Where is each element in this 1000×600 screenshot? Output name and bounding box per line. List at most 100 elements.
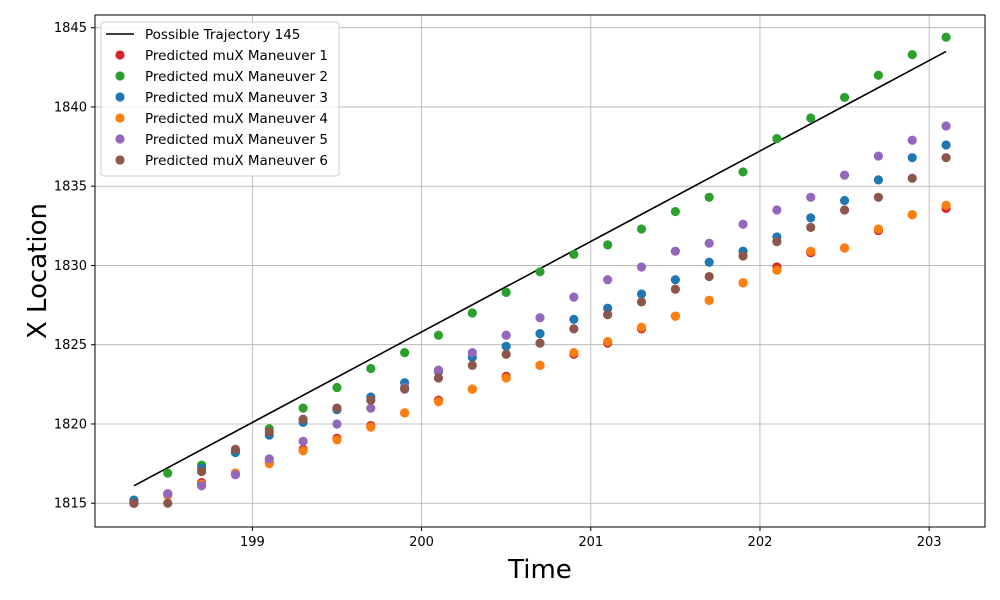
data-point bbox=[873, 192, 884, 202]
data-point bbox=[298, 403, 308, 413]
data-point bbox=[501, 330, 511, 340]
x-tick-label: 199 bbox=[240, 535, 265, 550]
y-tick-label: 1840 bbox=[54, 100, 87, 115]
data-point bbox=[839, 205, 850, 215]
data-point bbox=[163, 489, 173, 499]
data-point bbox=[501, 341, 511, 351]
data-point bbox=[907, 50, 917, 60]
data-point bbox=[433, 365, 444, 375]
data-point bbox=[366, 403, 376, 413]
data-point bbox=[670, 284, 680, 294]
legend-label: Predicted muX Maneuver 2 bbox=[145, 69, 328, 85]
y-tick-label: 1845 bbox=[54, 21, 87, 36]
data-point bbox=[806, 222, 816, 233]
data-point bbox=[772, 265, 782, 275]
data-point bbox=[230, 444, 241, 454]
data-point bbox=[839, 243, 850, 253]
data-point bbox=[196, 481, 207, 491]
data-point bbox=[839, 92, 850, 103]
y-tick-label: 1825 bbox=[54, 338, 87, 353]
data-point bbox=[704, 257, 714, 267]
legend-marker bbox=[115, 92, 125, 102]
data-point bbox=[806, 192, 816, 202]
plot-marks bbox=[129, 32, 951, 508]
data-point bbox=[332, 382, 342, 393]
data-point bbox=[467, 348, 477, 358]
data-point bbox=[196, 466, 207, 477]
data-point bbox=[941, 121, 951, 131]
data-point bbox=[535, 360, 545, 370]
legend-label: Predicted muX Maneuver 5 bbox=[145, 132, 328, 148]
data-point bbox=[467, 384, 477, 394]
legend-marker bbox=[115, 71, 125, 81]
data-point bbox=[636, 224, 647, 234]
data-point bbox=[941, 140, 951, 150]
data-point bbox=[704, 192, 714, 202]
data-point bbox=[467, 308, 477, 318]
data-point bbox=[738, 167, 748, 177]
data-point bbox=[670, 246, 680, 256]
data-point bbox=[569, 249, 579, 259]
data-point bbox=[636, 289, 647, 299]
data-point bbox=[332, 435, 342, 445]
data-point bbox=[670, 311, 680, 321]
data-point bbox=[298, 414, 308, 424]
data-point bbox=[806, 246, 816, 256]
data-point bbox=[603, 303, 613, 313]
data-point bbox=[535, 267, 545, 277]
data-point bbox=[907, 173, 917, 183]
data-point bbox=[603, 275, 613, 285]
data-point bbox=[941, 32, 951, 42]
data-point bbox=[839, 195, 850, 206]
x-tick-label: 201 bbox=[578, 535, 603, 550]
data-point bbox=[400, 408, 410, 418]
legend-label: Predicted muX Maneuver 4 bbox=[145, 111, 328, 127]
data-point bbox=[704, 295, 714, 305]
data-point bbox=[636, 262, 647, 272]
data-point bbox=[873, 151, 884, 161]
data-point bbox=[366, 363, 376, 374]
y-axis-label: X Location bbox=[23, 203, 53, 339]
legend-label: Predicted muX Maneuver 6 bbox=[145, 153, 328, 169]
y-tick-label: 1835 bbox=[54, 180, 87, 195]
data-point bbox=[772, 237, 782, 247]
y-tick-label: 1815 bbox=[54, 497, 87, 512]
data-point bbox=[738, 219, 748, 229]
data-point bbox=[941, 153, 951, 163]
data-point bbox=[535, 338, 545, 348]
data-point bbox=[433, 330, 444, 340]
plot-frame bbox=[94, 14, 986, 528]
x-tick-label: 202 bbox=[748, 535, 773, 550]
legend-label: Predicted muX Maneuver 3 bbox=[145, 90, 328, 106]
data-point bbox=[569, 314, 579, 324]
data-point bbox=[332, 419, 342, 429]
data-point bbox=[670, 206, 680, 217]
data-point bbox=[704, 271, 714, 282]
data-point bbox=[873, 224, 884, 234]
data-point bbox=[400, 384, 410, 394]
legend-marker bbox=[115, 113, 125, 123]
data-point bbox=[603, 309, 613, 320]
data-point bbox=[467, 360, 477, 370]
legend-marker bbox=[115, 155, 125, 165]
data-point bbox=[670, 275, 680, 285]
legend-marker bbox=[115, 50, 125, 60]
data-point bbox=[772, 205, 782, 215]
data-point bbox=[873, 70, 884, 80]
data-point bbox=[163, 498, 173, 508]
axis-ticks: 199 200 201 202 203 1815 1820 1825 1830 1835 1840 1… bbox=[54, 21, 942, 550]
data-point bbox=[907, 135, 917, 145]
data-point bbox=[433, 373, 444, 383]
legend-box bbox=[100, 21, 340, 177]
y-tick-label: 1820 bbox=[54, 417, 87, 432]
series-maneuver-2 bbox=[129, 32, 951, 507]
data-point bbox=[907, 153, 917, 163]
grid bbox=[95, 15, 985, 527]
data-point bbox=[400, 348, 410, 358]
data-point bbox=[264, 454, 274, 464]
data-point bbox=[603, 336, 613, 347]
x-tick-label: 203 bbox=[917, 535, 942, 550]
data-point bbox=[569, 292, 579, 302]
data-point bbox=[501, 287, 511, 297]
